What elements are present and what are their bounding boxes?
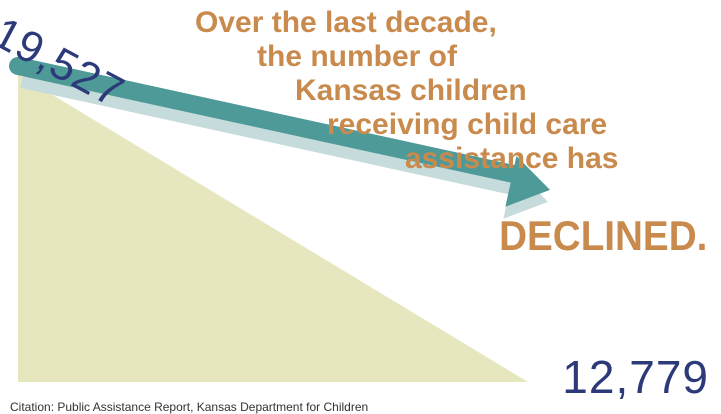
headline-line-3: Kansas children (295, 74, 527, 107)
end-value-label: 12,779 (562, 351, 709, 403)
trend-line (9, 57, 531, 185)
citation: Citation: Public Assistance Report, Kans… (10, 400, 369, 414)
arrow-head-icon (505, 155, 550, 207)
area-fill (18, 74, 528, 382)
headline-line-4: receiving child care (327, 108, 608, 141)
headline: Over the last decade, the number of Kans… (185, 6, 705, 176)
declined-emphasis: DECLINED. (498, 212, 707, 259)
headline-line-5: assistance has (405, 142, 619, 175)
headline-line-1: Over the last decade, (195, 6, 497, 39)
headline-line-2: the number of (257, 40, 457, 73)
trend-line-shadow (20, 72, 528, 198)
